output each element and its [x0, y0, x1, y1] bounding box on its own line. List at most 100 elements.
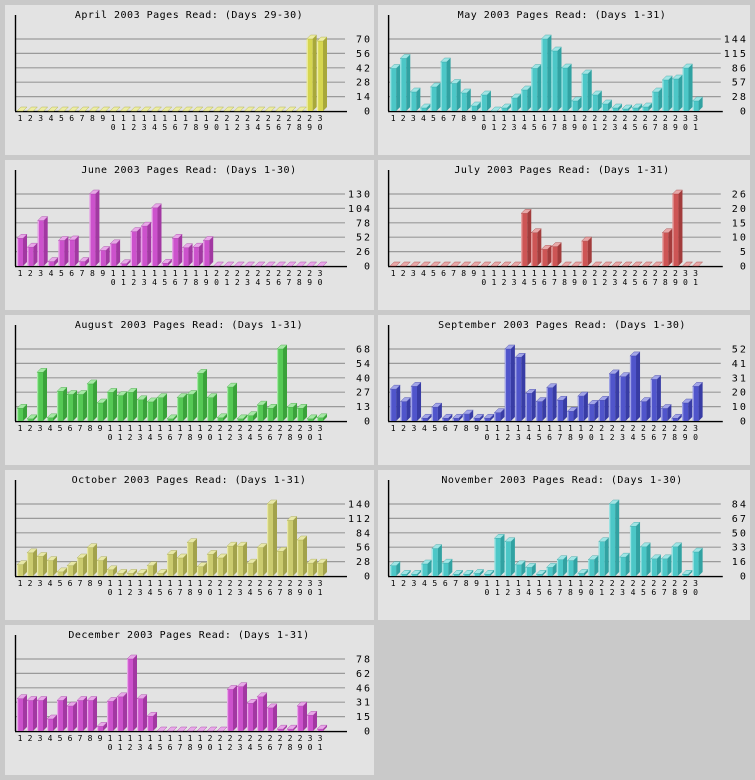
x-tick-label: 7: [78, 424, 83, 433]
x-tick-label: 1: [526, 424, 531, 433]
x-tick-label: 5: [59, 269, 64, 278]
bar-front: [37, 220, 44, 266]
bar-front: [17, 238, 23, 266]
bar-july-day-13: [510, 261, 522, 267]
bar-top: [571, 261, 583, 267]
x-tick-label: 7: [183, 278, 188, 287]
bar-top: [525, 389, 537, 394]
bar-front: [556, 559, 564, 576]
bar-left-highlight: [682, 574, 684, 576]
bar-left-highlight: [609, 373, 611, 421]
bar-front: [77, 700, 83, 731]
bar-front: [247, 415, 253, 421]
bar-front: [127, 392, 133, 421]
bar-left-highlight: [473, 573, 475, 576]
x-tick-label: 2: [208, 424, 213, 433]
x-tick-label: 6: [547, 433, 552, 442]
x-tick-label: 1: [188, 579, 193, 588]
bar-left-highlight: [672, 194, 674, 266]
x-tick-label: 2: [612, 269, 617, 278]
bar-side: [273, 404, 277, 421]
bar-april-day-25: [264, 106, 276, 112]
bar-front: [581, 241, 588, 266]
y-tick-label: 0: [740, 572, 748, 583]
bar-left-highlight: [400, 58, 402, 111]
bar-side: [312, 35, 317, 111]
bar-front: [68, 239, 75, 266]
x-tick-label: 6: [443, 579, 448, 588]
bar-june-day-7: [78, 257, 90, 266]
x-tick-label: 2: [631, 579, 636, 588]
bar-left-highlight: [120, 263, 122, 266]
bar-september-day-3: [410, 382, 422, 421]
bar-front: [317, 563, 323, 576]
bar-top: [470, 101, 482, 107]
bar-side: [638, 104, 643, 111]
bar-front: [307, 563, 313, 576]
bar-top: [276, 724, 288, 730]
y-tick-label: 68: [356, 345, 372, 356]
x-tick-label: 3: [693, 269, 698, 278]
bar-front: [27, 418, 33, 421]
bar-june-day-5: [57, 236, 69, 266]
bar-september-day-16: [546, 383, 558, 421]
bar-front: [442, 418, 449, 421]
bar-side: [426, 104, 431, 111]
x-tick-label: 2: [620, 424, 625, 433]
bar-may-day-4: [419, 103, 431, 111]
x-tick-label: 1: [121, 278, 126, 287]
y-tick-label: 52: [732, 345, 748, 356]
bar-side: [677, 542, 682, 576]
x-tick-label: 5: [641, 433, 646, 442]
bar-front: [521, 90, 528, 111]
bar-december-day-16: [166, 726, 178, 732]
bar-front: [77, 394, 83, 421]
bar-top: [591, 261, 603, 267]
x-tick-label: 2: [401, 579, 406, 588]
bar-top: [68, 235, 80, 241]
bar-december-day-17: [176, 726, 188, 732]
bar-front: [247, 703, 253, 731]
y-tick-label: 56: [356, 543, 372, 554]
bar-top: [206, 726, 218, 732]
bar-left-highlight: [27, 247, 29, 266]
bar-top: [621, 261, 633, 267]
bar-left-highlight: [287, 520, 289, 576]
x-tick-label: 9: [471, 114, 476, 123]
x-tick-label: 0: [582, 278, 587, 287]
bar-front: [410, 386, 418, 421]
bar-front: [117, 573, 123, 576]
bar-front: [107, 701, 113, 731]
bar-side: [303, 702, 307, 731]
bar-december-day-21: [216, 726, 228, 732]
bar-side: [213, 550, 217, 576]
bar-november-day-27: [660, 554, 672, 576]
bar-top: [285, 261, 297, 267]
chart-panel-june: June 2003 Pages Read: (Days 1-30) 0 26 52 7…: [5, 160, 374, 310]
bar-side: [406, 54, 411, 111]
y-tick-label: 16: [732, 557, 748, 568]
bar-front: [650, 379, 657, 421]
bar-may-day-25: [631, 103, 643, 111]
bar-may-day-9: [470, 101, 482, 111]
x-tick-label: 4: [526, 433, 531, 442]
bar-front: [227, 387, 233, 421]
bar-side: [93, 379, 97, 421]
bar-left-highlight: [277, 551, 279, 576]
x-tick-label: 2: [673, 269, 678, 278]
x-tick-label: 9: [198, 433, 203, 442]
bar-top: [520, 209, 532, 214]
bar-top: [196, 369, 208, 374]
bar-top: [473, 569, 485, 574]
y-tick-label: 67: [732, 514, 748, 525]
bar-front: [511, 98, 518, 111]
bar-side: [573, 407, 578, 421]
bar-may-day-20: [581, 69, 593, 111]
x-tick-label: 0: [589, 588, 594, 597]
bar-left-highlight: [227, 387, 229, 421]
x-tick-label: 8: [88, 424, 93, 433]
bar-left-highlight: [147, 716, 149, 731]
x-tick-label: 2: [683, 424, 688, 433]
bar-may-day-29: [671, 74, 683, 111]
bar-top: [26, 242, 38, 248]
